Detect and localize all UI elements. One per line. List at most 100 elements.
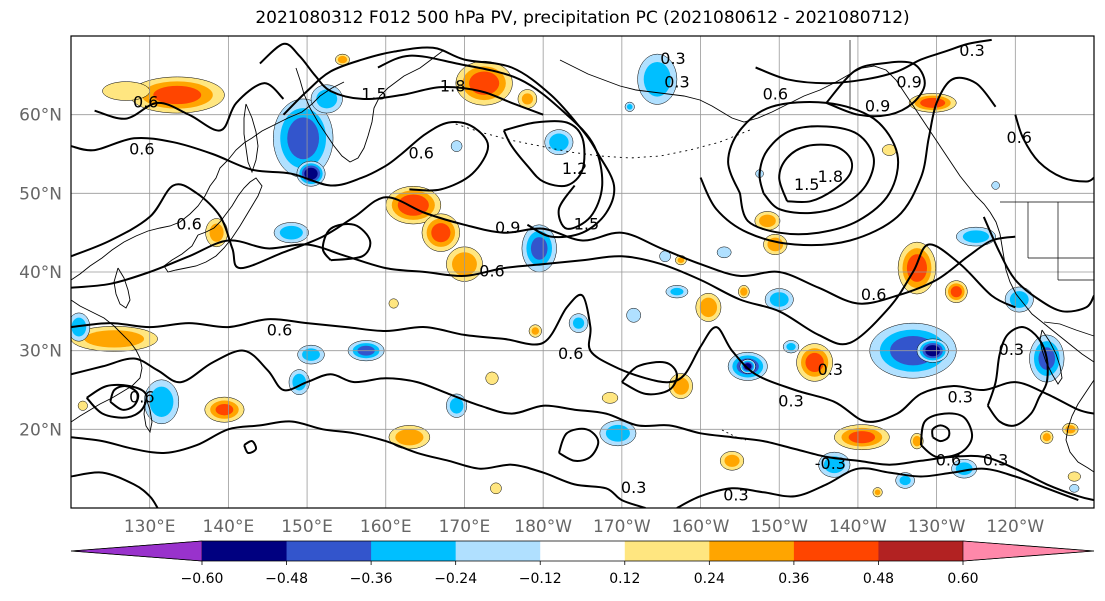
precip-level [304, 167, 318, 180]
pv-contour [71, 471, 159, 508]
precip-level [449, 397, 464, 414]
precip-area [421, 213, 460, 252]
precip-level [912, 435, 922, 447]
pv-contour [986, 326, 1049, 427]
precip-level [395, 429, 424, 446]
precip-area [204, 396, 245, 423]
colorbar-tick-label: 0.36 [778, 571, 809, 587]
precip-level [899, 475, 911, 486]
precip-area [601, 392, 619, 404]
precip-level [337, 55, 348, 64]
contour-label: 0.3 [959, 41, 984, 60]
precip-area [544, 129, 574, 156]
precip-area [624, 101, 635, 112]
lon-tick-label: 130°W [908, 517, 966, 537]
precip-level [626, 104, 633, 110]
precip-area [485, 371, 499, 385]
precip-area [738, 285, 750, 299]
lon-tick-label: 170°W [593, 517, 651, 537]
lon-tick-label: 140°W [829, 517, 887, 537]
contour-label: 0.3 [999, 340, 1024, 359]
contour-label: 0.3 [660, 49, 685, 68]
pv-contour [109, 384, 140, 411]
longitude-labels: 130°E 140°E 150°E 160°E 170°E 180°W 170°W 160°W… [124, 517, 1045, 537]
lat-tick-label: 30°N [19, 342, 62, 362]
contour-label: 1.2 [562, 159, 587, 178]
colorbar-segment [793, 541, 879, 561]
pv-contour [243, 440, 258, 455]
pv-contour [259, 42, 544, 116]
colorbar-tick-label: −0.24 [434, 571, 477, 587]
contour-label: 0.3 [947, 387, 972, 406]
precip-level [431, 223, 451, 243]
precip-level [605, 424, 630, 442]
coastline-north-america-west [989, 211, 1094, 363]
precip-area [71, 326, 158, 352]
colorbar-segment [286, 541, 372, 561]
precip-area [335, 53, 350, 66]
precip-area [719, 451, 745, 471]
contour-label: 0.6 [267, 321, 292, 340]
coastline-baja [1039, 329, 1063, 385]
precip-level [724, 454, 740, 467]
pv-contour [321, 223, 372, 262]
precip-area [143, 379, 180, 425]
coastline-kamchatka [295, 49, 445, 163]
coastline-philippines-taiwan [143, 397, 153, 434]
contour-label: 0.9 [495, 218, 520, 237]
contour-label: 0.3 [778, 391, 803, 410]
precip-area [910, 433, 924, 450]
colorbar-tick-label: −0.36 [350, 571, 393, 587]
pv-contour [71, 239, 1016, 346]
precip-level [388, 298, 399, 309]
precip-level [670, 287, 684, 296]
pv-contour [85, 383, 148, 419]
pv-contour [727, 101, 900, 236]
colorbar-segment [878, 541, 964, 561]
colorbar-segment [455, 541, 541, 561]
precip-level [153, 85, 202, 105]
border-us-states [1027, 202, 1094, 281]
lat-tick-label: 40°N [19, 263, 62, 283]
pv-contour [502, 120, 586, 188]
lon-tick-label: 140°E [203, 517, 255, 537]
precip-level [672, 377, 689, 395]
coastline-mexico [1065, 379, 1094, 473]
coastline-sakhalin [243, 103, 259, 174]
contour-label: 0.3 [723, 486, 748, 505]
precip-level [699, 297, 718, 318]
contour-label: 0.3 [664, 73, 689, 92]
contour-labels: 0.60.61.5 1.80.61.21.50.90.60.60.60.60.6 0… [129, 41, 1032, 504]
lon-tick-label: 120°W [986, 517, 1044, 537]
pv-contour [982, 216, 1094, 313]
precip-area [599, 420, 637, 447]
pv-contour [931, 424, 951, 443]
colorbar: −0.60 −0.48 −0.36 −0.24 −0.12 0.12 0.24 0.36 0.4… [70, 540, 1095, 587]
precip-area [991, 181, 1000, 190]
coastline-asia [71, 81, 345, 281]
precip-level [302, 348, 320, 361]
pv-contour [919, 412, 974, 459]
precip-level [530, 237, 548, 260]
contour-label: 1.8 [818, 167, 843, 186]
contour-label: 0.6 [936, 450, 961, 469]
contour-label: 0.6 [129, 387, 154, 406]
precip-area [956, 226, 996, 247]
precip-level [643, 61, 671, 97]
contour-label: 1.5 [574, 214, 599, 233]
precip-level [490, 482, 502, 495]
contour-label: 0.6 [861, 285, 886, 304]
precip-level [601, 392, 619, 404]
pv-contour [557, 427, 600, 462]
lon-tick-label: 160°W [672, 517, 730, 537]
contour-label: 0.6 [129, 140, 154, 159]
pv-contour [377, 54, 604, 230]
precip-level [215, 404, 234, 416]
precip-level [848, 431, 876, 444]
contour-label: -0.3 [815, 454, 846, 473]
precip-area [77, 400, 88, 411]
precip-area [1069, 484, 1080, 493]
precip-area [763, 233, 788, 255]
precip-level [759, 214, 776, 228]
political-borders [849, 40, 1094, 337]
